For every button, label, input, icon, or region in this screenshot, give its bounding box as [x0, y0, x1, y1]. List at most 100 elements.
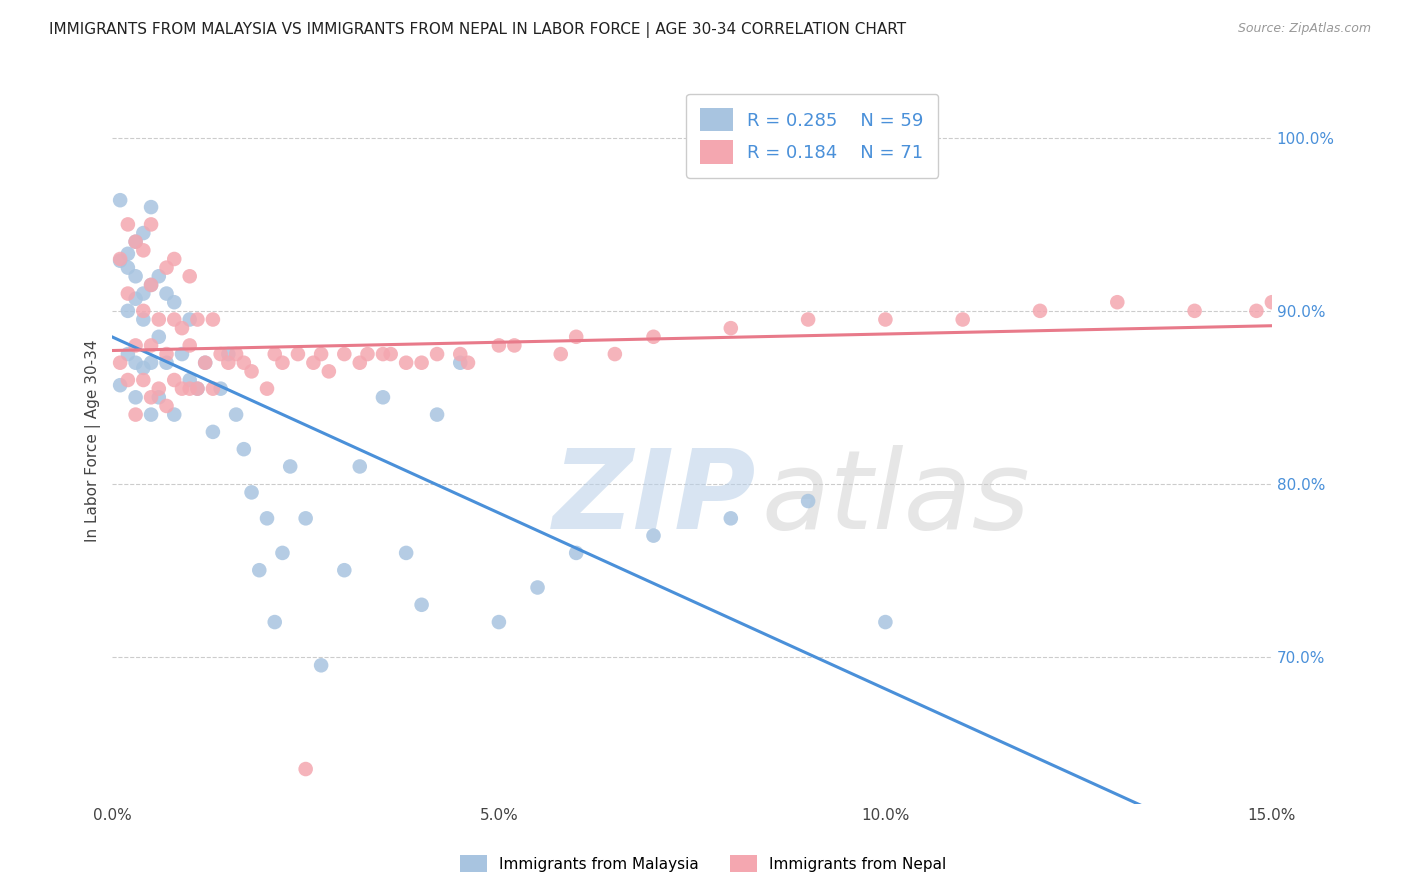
Point: [139, 338, 162, 352]
Point: [565, 546, 588, 560]
Point: [875, 615, 897, 629]
Point: [124, 356, 146, 370]
Point: [186, 312, 208, 326]
Point: [952, 312, 974, 326]
Point: [108, 253, 131, 268]
Point: [117, 260, 139, 275]
Point: [720, 511, 742, 525]
Point: [256, 382, 278, 396]
Point: [371, 390, 394, 404]
Point: [179, 373, 201, 387]
Point: [1029, 303, 1052, 318]
Point: [108, 356, 131, 370]
Point: [124, 235, 146, 249]
Point: [124, 390, 146, 404]
Point: [356, 347, 378, 361]
Point: [124, 338, 146, 352]
Point: [875, 312, 897, 326]
Point: [333, 347, 356, 361]
Text: IMMIGRANTS FROM MALAYSIA VS IMMIGRANTS FROM NEPAL IN LABOR FORCE | AGE 30-34 COR: IMMIGRANTS FROM MALAYSIA VS IMMIGRANTS F…: [49, 22, 907, 38]
Point: [117, 247, 139, 261]
Point: [263, 347, 285, 361]
Point: [256, 511, 278, 525]
Point: [550, 347, 572, 361]
Point: [170, 321, 193, 335]
Point: [155, 356, 177, 370]
Point: [309, 658, 332, 673]
Point: [132, 373, 155, 387]
Text: atlas: atlas: [762, 445, 1031, 552]
Point: [201, 425, 224, 439]
Point: [302, 356, 325, 370]
Point: [565, 330, 588, 344]
Point: [411, 598, 433, 612]
Point: [117, 373, 139, 387]
Point: [318, 364, 340, 378]
Point: [643, 330, 665, 344]
Point: [643, 528, 665, 542]
Point: [148, 312, 170, 326]
Point: [124, 269, 146, 284]
Point: [117, 303, 139, 318]
Point: [201, 312, 224, 326]
Point: [179, 382, 201, 396]
Point: [179, 269, 201, 284]
Point: [503, 338, 526, 352]
Point: [411, 356, 433, 370]
Point: [148, 269, 170, 284]
Point: [186, 382, 208, 396]
Point: [148, 382, 170, 396]
Point: [108, 252, 131, 266]
Point: [449, 356, 471, 370]
Point: [139, 390, 162, 404]
Point: [426, 347, 449, 361]
Point: [179, 338, 201, 352]
Point: [186, 382, 208, 396]
Y-axis label: In Labor Force | Age 30-34: In Labor Force | Age 30-34: [86, 339, 101, 541]
Point: [1261, 295, 1284, 310]
Point: [139, 277, 162, 292]
Point: [380, 347, 402, 361]
Point: [194, 356, 217, 370]
Text: Source: ZipAtlas.com: Source: ZipAtlas.com: [1237, 22, 1371, 36]
Point: [333, 563, 356, 577]
Point: [139, 218, 162, 232]
Text: ZIP: ZIP: [553, 445, 756, 552]
Point: [263, 615, 285, 629]
Point: [720, 321, 742, 335]
Point: [349, 459, 371, 474]
Point: [603, 347, 626, 361]
Point: [148, 390, 170, 404]
Legend: Immigrants from Malaysia, Immigrants from Nepal: Immigrants from Malaysia, Immigrants fro…: [451, 847, 955, 880]
Point: [797, 494, 820, 508]
Point: [170, 382, 193, 396]
Point: [287, 347, 309, 361]
Point: [155, 399, 177, 413]
Point: [209, 347, 232, 361]
Point: [117, 218, 139, 232]
Point: [139, 408, 162, 422]
Point: [163, 373, 186, 387]
Point: [124, 292, 146, 306]
Point: [294, 511, 316, 525]
Point: [117, 347, 139, 361]
Point: [271, 356, 294, 370]
Point: [426, 408, 449, 422]
Point: [457, 356, 479, 370]
Point: [271, 546, 294, 560]
Point: [225, 408, 247, 422]
Point: [155, 347, 177, 361]
Point: [194, 356, 217, 370]
Point: [240, 485, 263, 500]
Point: [395, 546, 418, 560]
Point: [139, 356, 162, 370]
Point: [201, 382, 224, 396]
Point: [163, 252, 186, 266]
Point: [395, 356, 418, 370]
Point: [488, 615, 510, 629]
Point: [294, 762, 316, 776]
Point: [155, 260, 177, 275]
Point: [139, 200, 162, 214]
Point: [132, 244, 155, 258]
Point: [148, 330, 170, 344]
